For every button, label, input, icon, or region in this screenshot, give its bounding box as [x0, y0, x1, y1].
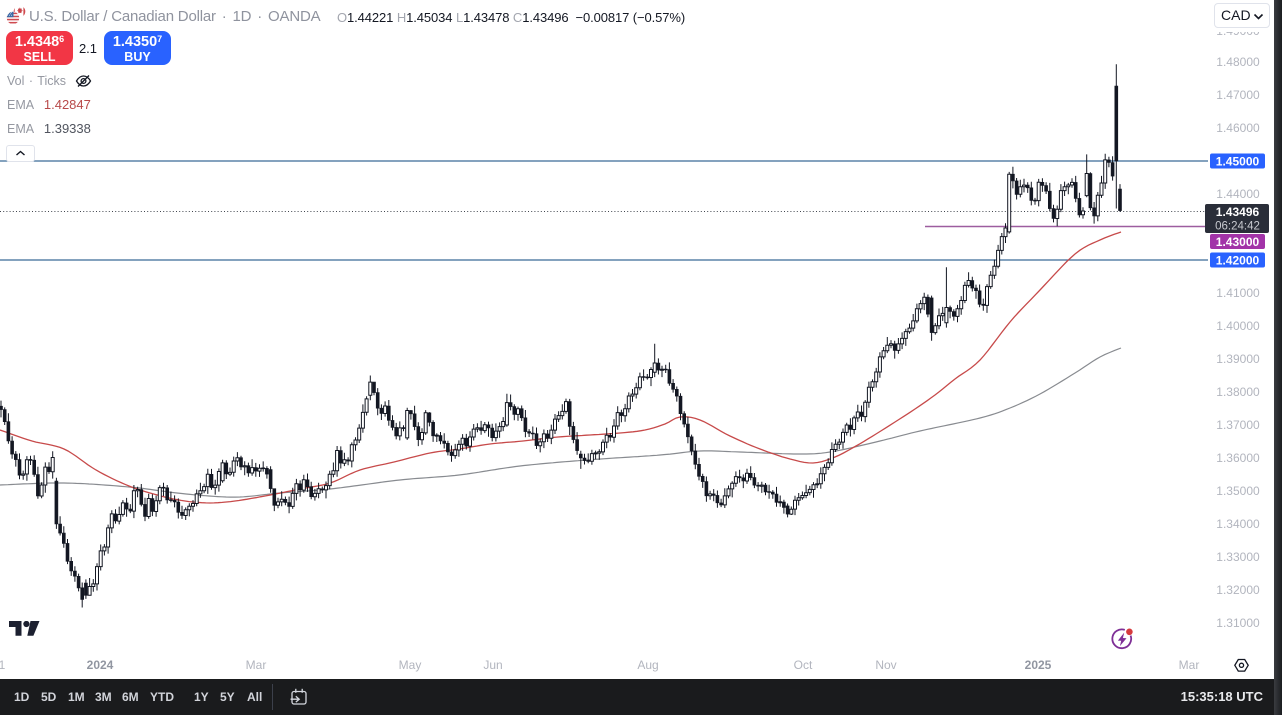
svg-text:1.36000: 1.36000	[1216, 451, 1260, 465]
svg-text:1.33000: 1.33000	[1216, 550, 1260, 564]
svg-text:1.43000: 1.43000	[1216, 235, 1260, 249]
svg-text:1: 1	[0, 658, 6, 672]
svg-text:2024: 2024	[87, 658, 114, 672]
svg-text:06:24:42: 06:24:42	[1215, 221, 1260, 233]
svg-text:1.38000: 1.38000	[1216, 385, 1260, 399]
svg-text:Mar: Mar	[1179, 658, 1200, 672]
svg-text:2025: 2025	[1025, 658, 1052, 672]
svg-text:Nov: Nov	[875, 658, 896, 672]
svg-text:1.41000: 1.41000	[1216, 286, 1260, 300]
svg-text:May: May	[399, 658, 422, 672]
svg-text:1.40000: 1.40000	[1216, 319, 1260, 333]
svg-text:1.47000: 1.47000	[1216, 88, 1260, 102]
svg-text:1.46000: 1.46000	[1216, 121, 1260, 135]
svg-text:Mar: Mar	[246, 658, 267, 672]
svg-text:1.32000: 1.32000	[1216, 583, 1260, 597]
svg-text:1.43496: 1.43496	[1216, 205, 1260, 219]
svg-text:1.31000: 1.31000	[1216, 616, 1260, 630]
svg-text:Jun: Jun	[483, 658, 502, 672]
svg-text:1.44000: 1.44000	[1216, 187, 1260, 201]
svg-text:1.34000: 1.34000	[1216, 517, 1260, 531]
svg-text:1.45000: 1.45000	[1216, 155, 1260, 169]
svg-text:Aug: Aug	[637, 658, 658, 672]
svg-text:Oct: Oct	[794, 658, 813, 672]
svg-text:1.48000: 1.48000	[1216, 55, 1260, 69]
svg-text:1.35000: 1.35000	[1216, 484, 1260, 498]
svg-text:1.37000: 1.37000	[1216, 418, 1260, 432]
svg-text:1.39000: 1.39000	[1216, 352, 1260, 366]
svg-text:1.42000: 1.42000	[1216, 254, 1260, 268]
